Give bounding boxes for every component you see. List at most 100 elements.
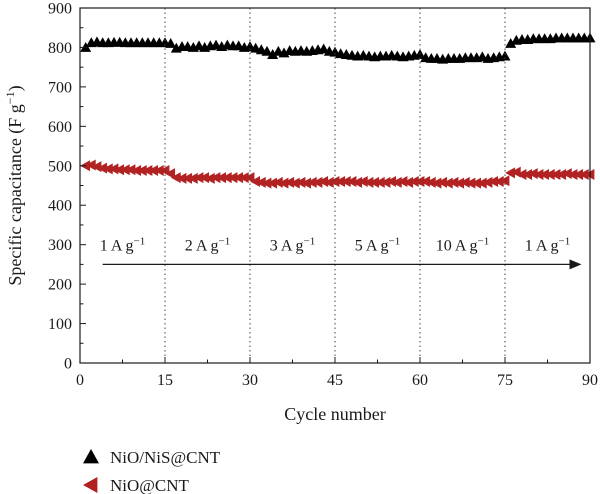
series-1-point [318,176,329,188]
y-tick-label: 900 [48,1,72,18]
series-0-point [267,49,279,59]
series-1-point [182,172,193,184]
rate-label-sup: −1 [219,236,231,248]
series-1-point [420,176,431,188]
series-1-point [539,168,550,180]
series-1-point [85,159,96,171]
series-1-point [323,176,334,188]
series-1-point [357,176,368,188]
x-tick-label: 90 [582,372,598,389]
series-1-point [102,163,113,175]
series-1-point [199,172,210,184]
data-markers [80,32,596,189]
series-1-point [403,176,414,188]
y-tick-label: 0 [64,356,72,373]
series-1-point [261,177,272,189]
series-1-point [408,176,419,188]
series-1-point [369,176,380,188]
legend-label: NiO/NiS@CNT [110,448,221,467]
series-1-point [238,172,249,184]
rate-label-value: 3 A g [270,238,304,255]
series-1-point [250,176,261,188]
series-1-point [340,176,351,188]
series-1-point [459,176,470,188]
y-tick-label: 200 [48,277,72,294]
rate-dividers [164,8,506,363]
series-1-point [289,177,300,189]
series-1-point [567,168,578,180]
series-1-point [454,177,465,189]
series-1-point [233,172,244,184]
series-1-point [522,168,533,180]
rate-label-value: 1 A g [100,238,134,255]
legend-label: NiO@CNT [110,476,190,494]
series-1-point [533,168,544,180]
series-1-point [374,176,385,188]
series-1-point [442,177,453,189]
y-tick-label: 500 [48,158,72,175]
series-1-point [380,176,391,188]
legend-marker [83,449,99,464]
series-1-point [505,167,516,179]
rate-label: 1 A g−1 [525,236,571,255]
series-1-point [431,177,442,189]
y-tick-label: 100 [48,316,72,333]
series-1-point [114,164,125,176]
series-1-point [227,172,238,184]
series-0-point [318,43,330,54]
rate-label-value: 2 A g [185,238,219,255]
rate-label-sup: −1 [134,236,146,248]
series-1-point [544,168,555,180]
rate-label: 10 A g−1 [436,236,490,255]
rate-label-sup: −1 [559,236,571,248]
series-1-point [493,176,504,188]
series-1-point [386,176,397,188]
series-1-point [272,176,283,188]
series-1-point [284,176,295,188]
series-1-point [170,172,181,184]
series-1-point [425,176,436,188]
rate-label-value: 5 A g [355,238,389,255]
series-1-point [221,172,232,184]
rate-label-sup: −1 [389,236,401,248]
series-1-point [216,172,227,184]
series-1-point [312,176,323,188]
series-1-point [414,176,425,188]
series-1-point [165,168,176,180]
series-1-point [556,168,567,180]
series-1-point [148,165,159,177]
series-1-point [363,176,374,188]
series-1-point [295,176,306,188]
series-1-point [437,176,448,188]
series-1-point [97,162,108,174]
series-1-point [482,176,493,188]
series-1-point [516,168,527,180]
series-1-point [131,165,142,177]
series-1-point [176,172,187,184]
series-1-point [397,176,408,188]
series-1-point [573,168,584,180]
series-0-point [165,38,177,48]
rate-label: 3 A g−1 [270,236,316,255]
series-1-point [476,177,487,189]
series-1-point [527,168,538,180]
series-1-point [187,172,198,184]
x-axis-title: Cycle number [284,404,385,424]
series-1-point [465,177,476,189]
y-tick-label: 700 [48,79,72,96]
y-tick-label: 300 [48,237,72,254]
rate-label: 5 A g−1 [355,236,401,255]
series-1-point [267,177,278,189]
x-tick-label: 0 [76,372,84,389]
y-axis-title: Specific capacitance (F g−1) [3,85,26,285]
series-1-point [335,176,346,188]
rate-label: 2 A g−1 [185,236,231,255]
series-1-point [136,165,147,177]
y-axis-title-close: ) [5,85,26,91]
series-1-point [306,176,317,188]
y-axis-title-sup: −1 [3,91,17,104]
y-tick-label: 400 [48,198,72,215]
rate-label: 1 A g−1 [100,236,146,255]
x-tick-label: 60 [412,372,428,389]
